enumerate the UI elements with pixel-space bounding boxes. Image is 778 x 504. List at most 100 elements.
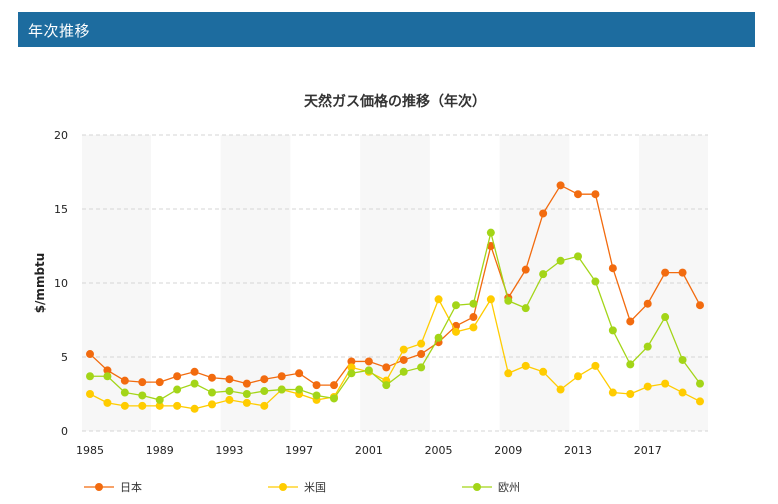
data-point <box>347 369 356 378</box>
data-point <box>173 401 182 410</box>
data-point <box>626 360 635 369</box>
y-tick-label: 15 <box>54 203 68 216</box>
data-point <box>190 379 199 388</box>
data-point <box>364 366 373 375</box>
data-point <box>330 394 338 403</box>
x-tick-label: 2017 <box>634 444 662 457</box>
data-point <box>225 395 234 404</box>
data-point <box>608 388 617 397</box>
data-point <box>399 355 408 364</box>
legend-label: 日本 <box>120 480 142 494</box>
data-point <box>277 385 286 394</box>
data-point <box>661 313 670 322</box>
x-tick-label: 2013 <box>564 444 592 457</box>
data-point <box>86 390 94 398</box>
data-point <box>103 372 112 381</box>
data-point <box>242 398 251 407</box>
data-point <box>190 404 199 413</box>
data-point <box>190 367 199 376</box>
data-point <box>626 317 635 326</box>
data-point <box>364 357 373 366</box>
y-axis-label: $/mmbtu <box>33 253 47 314</box>
data-point <box>347 357 356 366</box>
x-tick-label: 1993 <box>215 444 243 457</box>
data-point <box>504 369 513 378</box>
data-point <box>556 385 565 394</box>
data-point <box>469 313 478 322</box>
data-point <box>382 363 391 372</box>
data-point <box>626 390 635 398</box>
data-point <box>678 388 687 397</box>
data-point <box>208 400 216 409</box>
data-point <box>608 326 617 335</box>
data-point <box>591 190 600 199</box>
data-point <box>138 401 147 410</box>
data-point <box>173 385 182 394</box>
data-point <box>678 355 687 364</box>
data-point <box>608 264 617 273</box>
data-point <box>417 363 426 372</box>
data-point <box>208 373 216 382</box>
series-欧州 <box>86 228 704 404</box>
data-point <box>120 376 129 385</box>
legend-label: 米国 <box>304 481 326 494</box>
data-point <box>539 367 548 376</box>
data-point <box>486 228 495 237</box>
data-point <box>242 379 251 388</box>
data-point <box>469 323 478 332</box>
legend: 日本 米国 欧州 <box>84 480 520 494</box>
data-point <box>382 381 391 390</box>
data-point <box>330 381 338 390</box>
data-point <box>539 209 548 218</box>
y-tick-label: 10 <box>54 277 68 290</box>
data-point <box>399 345 408 354</box>
data-point <box>591 361 600 370</box>
data-point <box>155 378 164 387</box>
data-point <box>120 388 129 397</box>
data-point <box>138 391 147 400</box>
data-point <box>661 379 670 388</box>
legend-label: 欧州 <box>498 481 520 494</box>
x-tick-label: 2009 <box>494 444 522 457</box>
data-point <box>295 385 304 394</box>
legend-marker <box>473 483 481 491</box>
data-point <box>260 387 269 396</box>
x-tick-label: 1989 <box>146 444 174 457</box>
legend-marker <box>95 483 103 491</box>
data-point <box>417 339 426 348</box>
data-point <box>643 382 652 391</box>
data-point <box>539 270 548 279</box>
y-tick-label: 20 <box>54 129 68 142</box>
data-point <box>556 256 565 265</box>
data-point <box>643 342 652 351</box>
data-point <box>208 388 216 397</box>
x-tick-label: 2005 <box>425 444 453 457</box>
data-point <box>277 372 286 381</box>
data-point <box>138 378 147 387</box>
legend-marker <box>279 483 287 491</box>
data-point <box>242 390 251 398</box>
data-point <box>86 350 94 359</box>
data-point <box>574 372 582 381</box>
data-point <box>486 242 495 250</box>
section-title: 年次推移 <box>28 22 91 40</box>
data-point <box>155 401 164 410</box>
data-point <box>260 375 269 384</box>
data-point <box>556 181 565 190</box>
data-point <box>696 379 704 388</box>
data-point <box>260 401 269 410</box>
data-point <box>312 381 321 390</box>
data-point <box>521 265 530 274</box>
data-point <box>504 296 513 305</box>
data-point <box>643 299 652 308</box>
series-日本 <box>86 181 704 390</box>
data-point <box>521 304 530 313</box>
data-point <box>155 395 164 404</box>
data-point <box>295 369 304 378</box>
data-point <box>312 391 321 400</box>
data-point <box>103 398 112 407</box>
data-point <box>661 268 670 277</box>
data-point <box>120 401 129 410</box>
data-point <box>591 277 600 286</box>
